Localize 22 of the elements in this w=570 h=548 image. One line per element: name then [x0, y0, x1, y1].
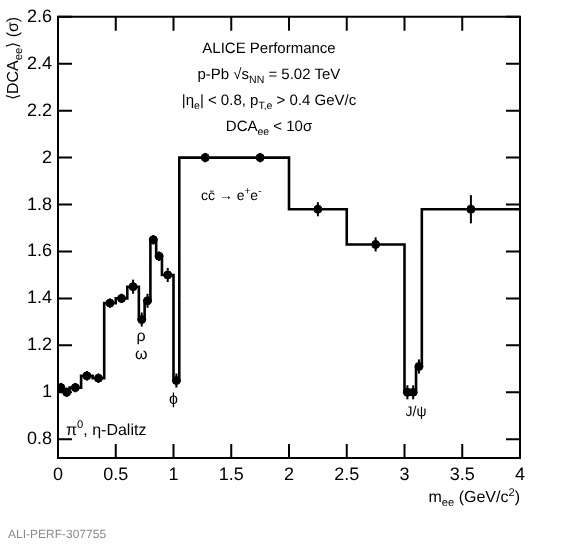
- x-tick-label: 3.5: [449, 463, 475, 484]
- y-tick-label: 1: [41, 381, 52, 402]
- annotation: ϕ: [169, 390, 180, 409]
- x-tick-label: 2: [283, 463, 295, 484]
- x-tick-label: 1: [168, 463, 179, 484]
- y-tick-label: 2: [41, 146, 52, 167]
- x-tick-label: 0.5: [103, 463, 129, 484]
- y-tick-label: 1.8: [26, 193, 52, 214]
- x-tick-label: 2.5: [334, 463, 360, 484]
- x-tick-label: 4: [514, 463, 526, 484]
- x-tick-label: 3: [399, 463, 410, 484]
- annotation: ρ: [136, 326, 147, 345]
- y-tick-label: 1.6: [26, 240, 52, 261]
- y-tick-label: 1.4: [26, 287, 52, 308]
- y-tick-label: 2.6: [26, 5, 52, 26]
- y-tick-label: 0.8: [26, 428, 52, 449]
- y-tick-label: 2.2: [26, 99, 52, 120]
- y-tick-label: 2.4: [26, 52, 52, 73]
- y-tick-label: 1.2: [26, 334, 52, 355]
- x-tick-label: 1.5: [218, 463, 244, 484]
- annotation: ω: [134, 345, 148, 364]
- x-tick-label: 0: [52, 463, 64, 484]
